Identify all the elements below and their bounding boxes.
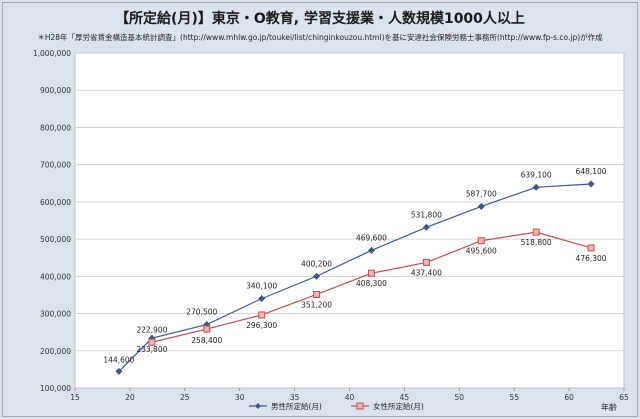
x-tick-label: 25 — [180, 393, 190, 402]
x-tick-label: 15 — [70, 393, 80, 402]
y-tick-label: 600,000 — [40, 198, 71, 207]
chart-svg: 【所定給(月)】東京・O教育, 学習支援業・人数規模1000人以上 ＊H28年「… — [33, 10, 629, 412]
data-point-marker — [313, 290, 321, 298]
data-label: 518,800 — [521, 238, 552, 247]
data-label: 400,200 — [301, 259, 332, 268]
x-axis-ticks: 15 20 25 30 35 40 45 50 55 60 65 — [70, 388, 629, 402]
data-label: 476,300 — [576, 254, 607, 263]
data-point-marker — [477, 202, 485, 211]
grid-lines — [75, 52, 624, 352]
data-label: 437,400 — [411, 268, 442, 277]
legend-marker — [356, 402, 364, 410]
y-tick-label: 1,000,000 — [33, 49, 71, 58]
y-tick-label: 400,000 — [40, 272, 71, 281]
x-tick-label: 55 — [509, 393, 519, 402]
data-point-marker — [422, 223, 430, 231]
y-tick-label: 100,000 — [40, 384, 71, 393]
x-tick-label: 30 — [235, 393, 245, 402]
data-label: 351,200 — [301, 300, 332, 309]
data-label: 531,800 — [411, 210, 442, 219]
chart-title: 【所定給(月)】東京・O教育, 学習支援業・人数規模1000人以上 — [115, 10, 525, 27]
x-tick-label: 60 — [564, 393, 574, 402]
data-label: 469,600 — [356, 233, 387, 242]
data-label: 340,100 — [246, 282, 277, 291]
y-tick-label: 300,000 — [40, 310, 71, 319]
data-point-marker — [115, 367, 123, 375]
data-label: 408,300 — [356, 279, 387, 288]
data-point-marker — [258, 311, 266, 319]
data-label: 270,500 — [186, 308, 217, 317]
data-label: 639,100 — [521, 170, 552, 179]
data-point-marker — [203, 325, 211, 333]
x-tick-label: 35 — [290, 393, 300, 402]
x-tick-label: 50 — [455, 393, 465, 402]
data-point-marker — [532, 228, 540, 236]
data-label: 587,700 — [466, 189, 497, 198]
x-tick-label: 65 — [619, 393, 629, 402]
series-layer — [115, 180, 595, 375]
data-point-marker — [258, 295, 266, 303]
x-axis-label: 年齢 — [601, 402, 617, 412]
data-point-marker — [367, 246, 376, 254]
legend-label: 男性所定給(月) — [271, 401, 322, 411]
legend: 男性所定給(月) 女性所定給(月) — [249, 401, 424, 411]
data-label: 495,600 — [466, 247, 497, 256]
data-label: 233,800 — [136, 345, 167, 354]
x-tick-label: 45 — [400, 393, 410, 402]
y-axis-ticks: 100,000 200,000 300,000 400,000 500,000 600,0… — [33, 49, 71, 393]
data-point-marker — [587, 180, 595, 188]
data-point-marker — [532, 183, 540, 191]
data-label: 296,300 — [246, 321, 277, 330]
y-tick-label: 900,000 — [40, 86, 71, 95]
data-point-marker — [148, 338, 156, 346]
data-label: 144,600 — [103, 355, 134, 364]
y-tick-label: 200,000 — [40, 347, 71, 356]
source-note: ＊H28年「厚労省賃金構造基本統計調査」(http://www.mhlw.go.… — [37, 32, 603, 42]
data-point-marker — [313, 272, 321, 280]
data-point-marker — [422, 258, 430, 266]
legend-label: 女性所定給(月) — [373, 401, 424, 411]
data-label: 648,100 — [576, 167, 607, 176]
legend-marker — [255, 403, 261, 409]
x-tick-label: 20 — [125, 393, 135, 402]
y-tick-label: 500,000 — [40, 235, 71, 244]
data-point-marker — [367, 269, 375, 277]
data-point-marker — [587, 244, 595, 252]
x-tick-label: 40 — [345, 393, 355, 402]
series-line — [118, 183, 592, 372]
y-tick-label: 700,000 — [40, 161, 71, 170]
y-tick-label: 800,000 — [40, 123, 71, 132]
data-label: 222,900 — [136, 325, 167, 334]
plot-area — [74, 52, 625, 389]
data-point-marker — [477, 237, 485, 245]
data-label: 258,400 — [191, 336, 222, 345]
